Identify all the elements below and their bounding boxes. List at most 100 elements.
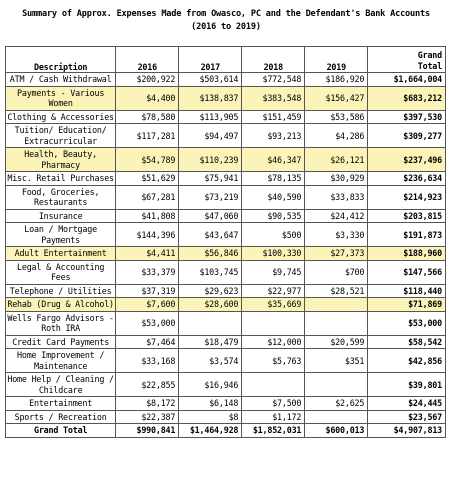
cell-2016: $37,319 [115, 283, 180, 298]
cell-2018: $93,213 [241, 123, 306, 148]
cell-2019: $26,121 [304, 147, 369, 172]
cell-2018 [241, 310, 306, 336]
table-row: Telephone / Utilities $37,319 $29,623 $22,9… [4, 283, 446, 298]
cell-2016: $7,600 [115, 297, 180, 312]
grand-total-2018: $1,852,031 [241, 423, 306, 438]
cell-2017: $28,600 [178, 297, 243, 312]
table-row: Insurance $41,808 $47,060 $90,535 $24,412 $20… [4, 208, 446, 223]
cell-2018 [241, 372, 306, 397]
cell-2019: $3,330 [304, 222, 369, 247]
cell-2018: $12,000 [241, 334, 306, 349]
cell-2019: $156,427 [304, 85, 369, 111]
row-description: Credit Card Payments [4, 334, 117, 349]
row-description: Clothing & Accessories [4, 109, 117, 124]
cell-2016: $4,400 [115, 85, 180, 111]
cell-2016: $4,411 [115, 246, 180, 261]
cell-2016: $78,580 [115, 109, 180, 124]
cell-2019 [304, 409, 369, 424]
cell-2018: $35,669 [241, 297, 306, 312]
cell-grand-total: $147,566 [367, 259, 446, 285]
cell-2019: $53,586 [304, 109, 369, 124]
cell-2017: $3,574 [178, 348, 243, 373]
row-description: Wells Fargo Advisors - Roth IRA [4, 310, 117, 336]
cell-2017: $75,941 [178, 171, 243, 186]
cell-grand-total: $203,815 [367, 208, 446, 223]
header-2018: 2018 [241, 46, 306, 73]
cell-2016: $33,379 [115, 259, 180, 285]
cell-2017: $29,623 [178, 283, 243, 298]
cell-2019: $24,412 [304, 208, 369, 223]
table-row: Wells Fargo Advisors - Roth IRA $53,000 $5… [4, 310, 446, 336]
cell-2016: $22,855 [115, 372, 180, 397]
cell-2016: $22,387 [115, 409, 180, 424]
cell-2016: $54,789 [115, 147, 180, 172]
cell-2016: $41,808 [115, 208, 180, 223]
cell-2019: $351 [304, 348, 369, 373]
cell-2017: $18,479 [178, 334, 243, 349]
cell-2019: $27,373 [304, 246, 369, 261]
row-description: Legal & Accounting Fees [4, 259, 117, 285]
cell-2018: $5,763 [241, 348, 306, 373]
cell-2016: $7,464 [115, 334, 180, 349]
row-description: ATM / Cash Withdrawal [4, 72, 117, 87]
cell-2017: $73,219 [178, 184, 243, 210]
document-title: Summary of Approx. Expenses Made from Ow… [4, 0, 448, 42]
cell-2017 [178, 310, 243, 336]
cell-grand-total: $397,530 [367, 109, 446, 124]
cell-grand-total: $191,873 [367, 222, 446, 247]
row-description: Payments - Various Women [4, 85, 117, 111]
table-row: Adult Entertainment $4,411 $56,846 $100,330… [4, 246, 446, 261]
cell-2019: $700 [304, 259, 369, 285]
grand-total-2017: $1,464,928 [178, 423, 243, 438]
cell-2017: $503,614 [178, 72, 243, 87]
grand-total-2019: $600,013 [304, 423, 369, 438]
cell-grand-total: $42,856 [367, 348, 446, 373]
cell-grand-total: $309,277 [367, 123, 446, 148]
cell-2018: $7,500 [241, 396, 306, 411]
cell-2017: $113,905 [178, 109, 243, 124]
table-row: ATM / Cash Withdrawal $200,922 $503,614 $77… [4, 72, 446, 87]
cell-grand-total: $53,000 [367, 310, 446, 336]
row-description: Health, Beauty, Pharmacy [4, 147, 117, 172]
table-row: Credit Card Payments $7,464 $18,479 $12,000… [4, 334, 446, 349]
cell-2018: $151,459 [241, 109, 306, 124]
row-description: Adult Entertainment [4, 246, 117, 261]
cell-2017: $6,148 [178, 396, 243, 411]
cell-2016: $144,396 [115, 222, 180, 247]
cell-2018: $9,745 [241, 259, 306, 285]
row-description: Home Improvement / Maintenance [4, 348, 117, 373]
cell-grand-total: $118,440 [367, 283, 446, 298]
cell-2016: $8,172 [115, 396, 180, 411]
cell-2017: $56,846 [178, 246, 243, 261]
cell-2016: $67,281 [115, 184, 180, 210]
cell-2019 [304, 372, 369, 397]
header-row: Description 2016 2017 2018 2019 Grand To… [4, 46, 446, 73]
title-line-1: Summary of Approx. Expenses Made from Ow… [22, 9, 430, 19]
cell-grand-total: $236,634 [367, 171, 446, 186]
grand-total-label: Grand Total [4, 423, 117, 438]
header-2016: 2016 [115, 46, 180, 73]
table-row: Tuition/ Education/ Extracurricular $117,… [4, 123, 446, 148]
table-row: Entertainment $8,172 $6,148 $7,500 $2,625 $24… [4, 396, 446, 411]
cell-2018: $40,590 [241, 184, 306, 210]
header-description: Description [4, 46, 117, 73]
row-description: Tuition/ Education/ Extracurricular [4, 123, 117, 148]
row-description: Loan / Mortgage Payments [4, 222, 117, 247]
cell-2018: $46,347 [241, 147, 306, 172]
header-2017: 2017 [178, 46, 243, 73]
expenses-table: Description 2016 2017 2018 2019 Grand To… [4, 46, 446, 438]
table-row: Home Improvement / Maintenance $33,168 $3,… [4, 348, 446, 373]
cell-2017: $43,647 [178, 222, 243, 247]
cell-2016: $51,629 [115, 171, 180, 186]
table-row: Food, Groceries, Restaurants $67,281 $73,2… [4, 184, 446, 210]
cell-2019 [304, 310, 369, 336]
row-description: Rehab (Drug & Alcohol) [4, 297, 117, 312]
cell-2017: $16,946 [178, 372, 243, 397]
row-description: Insurance [4, 208, 117, 223]
header-2019: 2019 [304, 46, 369, 73]
cell-2019: $2,625 [304, 396, 369, 411]
cell-2017: $47,060 [178, 208, 243, 223]
cell-2018: $78,135 [241, 171, 306, 186]
cell-2017: $94,497 [178, 123, 243, 148]
